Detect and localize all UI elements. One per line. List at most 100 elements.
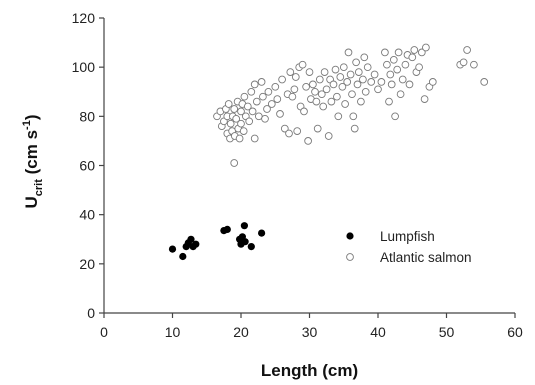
atlantic-salmon-point: [393, 65, 402, 74]
lumpfish-point: [241, 238, 249, 246]
x-tick-label: 10: [165, 324, 181, 340]
atlantic-salmon-point: [377, 78, 386, 86]
atlantic-salmon-point: [243, 102, 252, 111]
atlantic-salmon-point: [459, 58, 468, 67]
atlantic-salmon-point: [259, 92, 267, 101]
atlantic-salmon-point: [408, 53, 417, 62]
atlantic-salmon-point: [333, 92, 341, 101]
atlantic-salmon-point: [250, 134, 259, 143]
atlantic-salmon-point: [248, 107, 257, 116]
atlantic-salmon-point: [341, 100, 349, 108]
atlantic-salmon-point: [264, 87, 273, 96]
atlantic-salmon-point: [245, 117, 254, 126]
atlantic-salmon-point: [329, 80, 338, 89]
atlantic-salmon-point: [354, 68, 363, 76]
atlantic-salmon-point: [319, 102, 328, 111]
atlantic-salmon-point: [285, 129, 293, 138]
y-axis-title-subscript: crit: [33, 179, 45, 196]
atlantic-salmon-point: [267, 100, 276, 108]
atlantic-salmon-point: [317, 90, 326, 99]
atlantic-salmon-point: [315, 75, 324, 84]
legend-marker-lumpfish: [346, 232, 354, 240]
atlantic-salmon-point: [311, 87, 319, 96]
atlantic-salmon-point: [361, 87, 370, 96]
atlantic-salmon-point: [346, 70, 355, 79]
atlantic-salmon-point: [339, 63, 348, 72]
atlantic-salmon-point: [401, 60, 410, 69]
x-tick-label: 40: [370, 324, 386, 340]
x-tick-label: 50: [439, 324, 455, 340]
atlantic-salmon-point: [363, 63, 372, 72]
x-tick-label: 0: [100, 324, 108, 340]
atlantic-salmon-point: [344, 48, 353, 57]
atlantic-salmon-point: [300, 107, 308, 116]
atlantic-salmon-point: [305, 68, 314, 76]
x-tick-label: 20: [233, 324, 249, 340]
atlantic-salmon-point: [417, 48, 426, 57]
atlantic-salmon-point: [386, 70, 395, 79]
atlantic-salmon-point: [338, 82, 347, 91]
y-tick-label: 80: [79, 108, 95, 124]
atlantic-salmon-point: [302, 82, 310, 91]
y-axis-title-main: U: [22, 196, 41, 208]
atlantic-salmon-point: [381, 48, 389, 57]
atlantic-salmon-point: [293, 127, 302, 135]
atlantic-salmon-point: [290, 85, 299, 94]
atlantic-salmon-point: [327, 97, 336, 106]
atlantic-salmon-point: [385, 97, 393, 106]
atlantic-salmon-point: [304, 137, 312, 145]
atlantic-salmon-point: [313, 124, 322, 133]
atlantic-salmon-point: [350, 124, 359, 133]
atlantic-salmon-point: [374, 85, 382, 94]
atlantic-salmon-point: [240, 92, 249, 101]
atlantic-salmon-point: [349, 112, 358, 121]
x-axis: 0 10 20 30 40 50 60: [100, 312, 523, 340]
atlantic-salmon-point: [359, 75, 367, 84]
atlantic-salmon-point: [257, 78, 266, 86]
lumpfish-point: [187, 235, 195, 243]
legend: Lumpfish Atlantic salmon: [346, 229, 472, 265]
atlantic-salmon-point: [480, 78, 489, 86]
atlantic-salmon-point: [398, 75, 407, 84]
atlantic-salmon-point: [428, 78, 437, 86]
atlantic-salmon-point: [343, 78, 352, 86]
atlantic-salmon-point: [331, 65, 340, 74]
atlantic-salmon-point: [387, 80, 396, 89]
atlantic-salmon-point: [352, 58, 360, 67]
atlantic-salmon-point: [353, 80, 362, 89]
atlantic-salmon-point: [237, 119, 245, 128]
atlantic-salmon-point: [410, 46, 419, 54]
atlantic-salmon-point: [320, 68, 329, 76]
atlantic-salmon-point: [463, 46, 471, 54]
atlantic-salmon-point: [383, 60, 391, 69]
atlantic-salmon-point: [312, 97, 321, 106]
y-axis-title-unit-open: (cm s: [22, 130, 41, 179]
atlantic-salmon-point: [291, 73, 300, 81]
atlantic-salmon-point: [357, 97, 365, 106]
atlantic-salmon-point: [261, 114, 269, 123]
y-axis-title-superscript: -1: [21, 120, 33, 130]
y-axis: 0 20 40 60 80 100 120: [72, 10, 105, 321]
atlantic-salmon-point: [288, 92, 297, 101]
legend-label-atlantic-salmon: Atlantic salmon: [380, 250, 472, 265]
atlantic-salmon-point: [422, 43, 430, 52]
lumpfish-point: [247, 243, 255, 251]
atlantic-salmon-point: [322, 85, 331, 94]
legend-label-lumpfish: Lumpfish: [380, 229, 435, 244]
atlantic-salmon-point: [298, 60, 307, 69]
y-axis-title: Ucrit (cm s-1): [21, 115, 45, 209]
atlantic-salmon-point: [348, 90, 356, 99]
atlantic-salmon-point: [470, 60, 478, 69]
lumpfish-point: [179, 252, 187, 261]
atlantic-salmon-point: [239, 127, 248, 135]
atlantic-salmon-point: [415, 63, 423, 72]
atlantic-salmon-point: [263, 105, 271, 113]
atlantic-salmon-point: [396, 90, 405, 99]
lumpfish-point: [240, 222, 248, 230]
y-axis-title-unit-close: ): [22, 115, 41, 121]
legend-marker-atlantic-salmon: [346, 253, 354, 261]
atlantic-salmon-point: [237, 107, 245, 116]
x-tick-label: 60: [507, 324, 523, 340]
lumpfish-point: [168, 245, 177, 253]
